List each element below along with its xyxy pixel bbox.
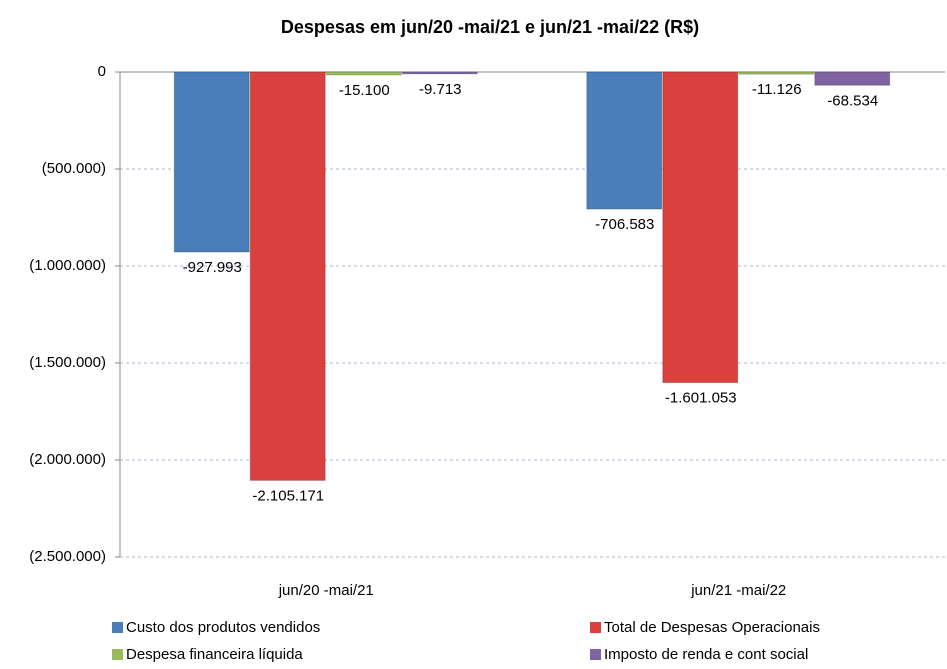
data-label: -2.105.171 <box>252 487 324 504</box>
y-tick-label: 0 <box>98 63 106 80</box>
bar <box>814 71 891 86</box>
y-tick-label: (500.000) <box>42 160 106 177</box>
legend-label: Total de Despesas Operacionais <box>604 619 820 636</box>
bar <box>401 71 478 75</box>
legend-label: Imposto de renda e cont social <box>604 646 808 663</box>
legend-label: Despesa financeira líquida <box>126 646 303 663</box>
data-label: -11.126 <box>752 81 802 98</box>
bar <box>173 71 250 253</box>
y-tick-label: (2.000.000) <box>29 451 106 468</box>
bar <box>738 71 815 75</box>
x-tick-label: jun/21 -mai/22 <box>690 582 786 599</box>
data-label: -15.100 <box>339 82 390 99</box>
y-tick-label: (1.500.000) <box>29 354 106 371</box>
x-tick-label: jun/20 -mai/21 <box>278 582 374 599</box>
legend-swatch <box>112 649 123 660</box>
bar <box>586 71 663 210</box>
legend-swatch <box>590 649 601 660</box>
y-tick-label: (2.500.000) <box>29 548 106 565</box>
data-label: -9.713 <box>419 81 462 98</box>
data-label: -927.993 <box>183 259 242 276</box>
bar <box>249 71 326 481</box>
data-label: -1.601.053 <box>665 390 737 407</box>
bar <box>325 71 402 76</box>
data-label: -68.534 <box>827 92 878 109</box>
legend-swatch <box>590 622 601 633</box>
y-tick-label: (1.000.000) <box>29 257 106 274</box>
bar <box>662 71 739 384</box>
legend-swatch <box>112 622 123 633</box>
chart-title: Despesas em jun/20 -mai/21 e jun/21 -mai… <box>281 17 699 37</box>
data-label: -706.583 <box>595 216 654 233</box>
legend-label: Custo dos produtos vendidos <box>126 619 320 636</box>
